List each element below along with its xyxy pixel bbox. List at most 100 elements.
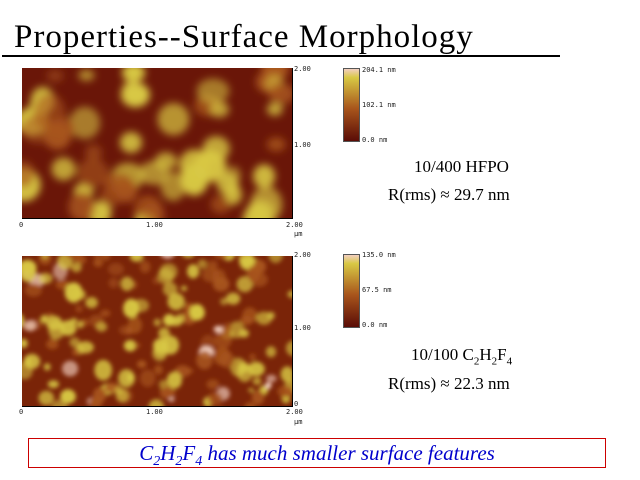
sample-name-hfpo: 10/400 HFPO — [414, 157, 509, 176]
surface-grain — [268, 256, 283, 263]
surface-grain — [268, 83, 292, 104]
surface-grain — [120, 276, 134, 291]
surface-grain — [187, 264, 200, 279]
surface-grain — [197, 259, 207, 269]
surface-grain — [157, 103, 190, 136]
surface-grain — [223, 166, 241, 185]
surface-grain — [95, 321, 108, 332]
surface-grain — [239, 256, 255, 271]
surface-grain — [69, 337, 80, 348]
conclusion-box: C2H2F4 has much smaller surface features — [28, 438, 606, 469]
y-tick-mid: 1.00 — [294, 324, 311, 332]
x-tick-mid: 1.00 — [146, 408, 163, 416]
surface-grain — [265, 346, 277, 358]
surface-grain — [118, 369, 135, 388]
surface-grain — [107, 262, 124, 276]
surface-grain — [209, 101, 230, 118]
x-tick-0: 0 — [19, 221, 24, 229]
surface-grain — [249, 353, 256, 361]
surface-grain — [253, 164, 276, 189]
surface-grain — [158, 327, 170, 340]
surface-grain — [225, 292, 241, 305]
sample-name-c2h2f4: 10/100 C2H2F4 — [411, 345, 513, 368]
roughness-hfpo: R(rms) ≈ 29.7 nm — [388, 185, 510, 205]
surface-grain — [46, 69, 64, 83]
surface-grain — [76, 158, 109, 188]
surface-grain — [60, 389, 76, 404]
surface-grain — [125, 326, 133, 335]
scale-label-top: 135.0 nm — [362, 251, 396, 259]
surface-grain — [213, 346, 231, 366]
roughness-label: R(rms) ≈ — [388, 185, 454, 204]
surface-grain — [100, 256, 111, 261]
surface-grain — [250, 272, 268, 287]
surface-grain — [115, 388, 129, 403]
surface-grain — [213, 325, 224, 333]
surface-grain — [166, 371, 182, 389]
surface-grain — [22, 314, 25, 327]
surface-grain — [51, 157, 76, 181]
surface-grain — [285, 340, 292, 356]
scale-label-bottom: 0.0 nm — [362, 321, 388, 329]
roughness-label: R(rms) ≈ — [388, 374, 454, 393]
roughness-value: 22.3 nm — [454, 374, 510, 393]
surface-grain — [22, 338, 28, 348]
surface-grain — [93, 258, 104, 267]
surface-grain — [33, 93, 66, 131]
surface-grain — [163, 314, 176, 327]
surface-grain — [162, 282, 178, 297]
surface-grain — [139, 369, 156, 388]
surface-grain — [93, 256, 101, 260]
surface-grain — [287, 290, 292, 299]
roughness-value: 29.7 nm — [454, 185, 510, 204]
surface-grain — [266, 102, 283, 116]
x-tick-end: 2.00 — [286, 221, 303, 229]
surface-grain — [66, 256, 82, 260]
surface-grain — [196, 350, 213, 370]
height-color-scale — [343, 68, 360, 142]
surface-grain — [48, 320, 65, 340]
surface-grain — [93, 387, 107, 403]
surface-grain — [75, 305, 83, 313]
surface-grain — [256, 311, 272, 325]
surface-grain — [266, 137, 286, 152]
surface-grain — [247, 361, 265, 377]
surface-grain — [244, 402, 256, 406]
surface-grain — [38, 390, 55, 406]
surface-grain — [153, 338, 169, 353]
scale-label-mid: 102.1 nm — [362, 101, 396, 109]
surface-grain — [76, 341, 94, 354]
surface-grain — [242, 307, 258, 324]
surface-grain — [40, 315, 48, 324]
surface-grain — [277, 385, 292, 398]
surface-grain — [122, 68, 146, 83]
x-axis-line — [22, 406, 293, 407]
surface-grain — [220, 297, 228, 306]
surface-grain — [154, 364, 163, 375]
surface-grain — [24, 320, 37, 332]
surface-grain — [160, 171, 186, 201]
surface-grain — [22, 262, 37, 283]
roughness-c2h2f4: R(rms) ≈ 22.3 nm — [388, 374, 510, 394]
surface-grain — [244, 203, 269, 218]
surface-grain — [280, 366, 292, 383]
x-axis-unit: μm — [294, 418, 303, 426]
surface-grain — [175, 313, 185, 324]
surface-grain — [157, 268, 174, 285]
surface-grain — [62, 360, 79, 377]
surface-grain — [68, 192, 96, 218]
surface-grain — [71, 262, 82, 273]
surface-grain — [224, 184, 243, 205]
x-tick-0: 0 — [19, 408, 24, 416]
surface-grain — [123, 340, 137, 352]
x-axis-line — [22, 218, 293, 219]
surface-grain — [108, 277, 119, 289]
surface-grain — [22, 160, 35, 188]
y-tick-bottom: 0 — [294, 400, 299, 408]
afm-image-hfpo — [22, 68, 292, 218]
surface-grain — [139, 260, 151, 273]
surface-grain — [222, 322, 233, 335]
scale-label-top: 204.1 nm — [362, 66, 396, 74]
surface-grain — [214, 330, 232, 349]
surface-grain — [159, 386, 176, 399]
